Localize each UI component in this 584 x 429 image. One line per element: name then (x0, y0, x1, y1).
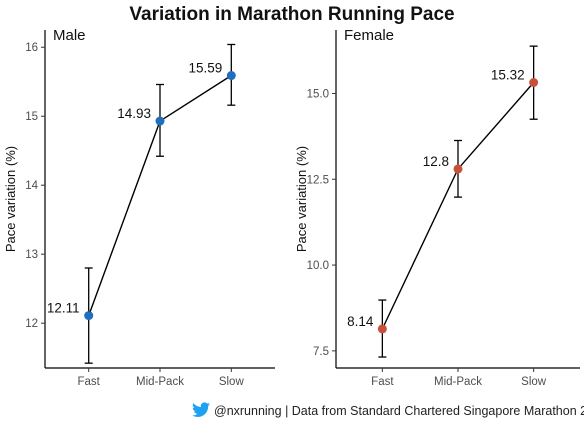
data-point (377, 324, 387, 334)
x-tick-label: Fast (371, 376, 394, 388)
panel-label: Male (53, 27, 86, 44)
data-point (84, 311, 94, 321)
x-tick-label: Mid-Pack (434, 376, 482, 388)
y-tick-label: 7.5 (313, 346, 329, 358)
data-label: 12.8 (423, 154, 449, 169)
panel-female: Female 7.5 10.0 12.5 15.0 Fast Mid-Pack Slow Pac… (294, 27, 580, 388)
y-axis-label: Pace variation (%) (294, 146, 309, 252)
data-label: 14.93 (117, 106, 151, 121)
y-axis-label: Pace variation (%) (3, 146, 18, 252)
x-tick-label: Slow (219, 376, 245, 388)
data-point (453, 164, 463, 174)
chart-title: Variation in Marathon Running Pace (129, 4, 454, 25)
data-label: 15.59 (189, 61, 223, 76)
y-tick-label: 13 (25, 249, 38, 261)
y-tick-label: 16 (25, 42, 38, 54)
data-label: 15.32 (491, 68, 525, 83)
y-tick-label: 12.5 (307, 174, 329, 186)
data-point (529, 78, 539, 88)
data-label: 8.14 (347, 314, 374, 329)
y-tick-label: 14 (25, 180, 38, 192)
series-line (381, 82, 535, 330)
twitter-bird-icon (192, 402, 210, 418)
caption: @nxrunning | Data from Standard Chartere… (192, 402, 584, 418)
y-tick-label: 15.0 (307, 88, 329, 100)
y-tick-label: 12 (25, 318, 38, 330)
x-tick-label: Fast (78, 376, 101, 388)
panel-male: Male 12 13 14 15 16 Fast Mid-Pack Slow Pace varia… (3, 27, 275, 388)
x-tick-label: Mid-Pack (136, 376, 184, 388)
data-label: 12.11 (47, 301, 80, 316)
y-tick-label: 15 (25, 111, 38, 123)
data-point (155, 116, 165, 126)
panel-label: Female (344, 27, 394, 44)
y-tick-label: 10.0 (307, 260, 329, 272)
caption-text: @nxrunning | Data from Standard Chartere… (214, 404, 584, 418)
data-point (226, 71, 236, 81)
x-tick-label: Slow (521, 376, 547, 388)
chart-panels: Male 12 13 14 15 16 Fast Mid-Pack Slow Pace varia… (3, 27, 580, 388)
